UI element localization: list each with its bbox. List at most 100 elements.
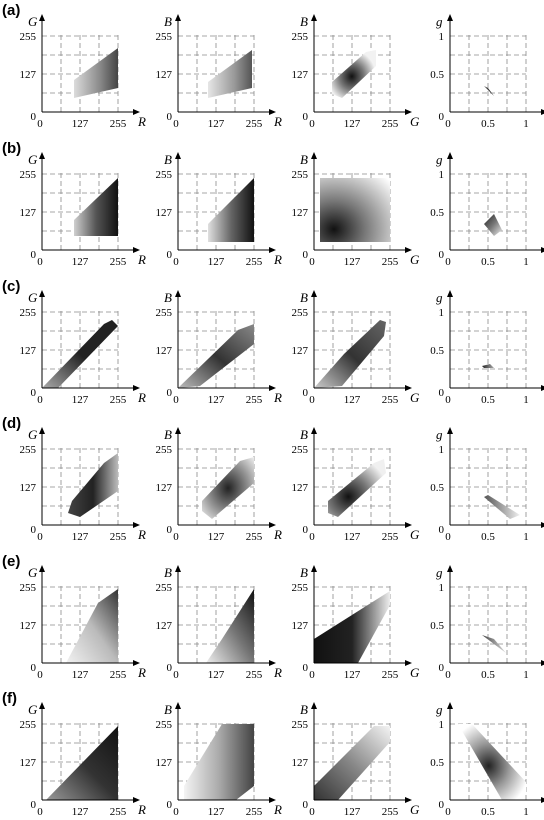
- x-arrow-icon: [133, 522, 140, 528]
- x-tick-label: 0: [37, 669, 43, 681]
- x-tick-label: 255: [246, 531, 263, 543]
- panel-4-2: 0 127 255 255 127 0 G B: [292, 565, 420, 681]
- row-label: (b): [2, 140, 21, 157]
- x-tick-label: 127: [208, 256, 225, 268]
- y-tick-label: 127: [156, 69, 173, 81]
- x-tick-label: 127: [72, 531, 89, 543]
- x-arrow-icon: [541, 247, 544, 253]
- x-tick-label: 0: [309, 256, 315, 268]
- y-tick-label: 0: [303, 799, 309, 811]
- x-axis-label: R: [273, 665, 282, 680]
- y-arrow-icon: [311, 152, 317, 159]
- shaded-region: [314, 726, 390, 800]
- y-tick-label: 0: [303, 111, 309, 123]
- shaded-region: [484, 86, 494, 96]
- panel-2-2: 0 127 255 255 127 0 G B: [292, 290, 420, 406]
- x-arrow-icon: [133, 109, 140, 115]
- y-tick-label: 127: [20, 69, 37, 81]
- y-tick-label: 0: [439, 249, 445, 261]
- x-tick-label: 127: [72, 806, 89, 818]
- y-tick-label: 0: [303, 387, 309, 399]
- x-tick-label: 0: [173, 531, 179, 543]
- y-tick-label: 1: [439, 444, 445, 456]
- y-arrow-icon: [311, 427, 317, 434]
- x-tick-label: 0: [309, 118, 315, 130]
- y-axis-label: g: [436, 702, 443, 717]
- y-axis-label: B: [164, 702, 172, 717]
- x-tick-label: 0: [173, 394, 179, 406]
- y-tick-label: 0.5: [430, 757, 444, 769]
- panel-0-1: 0 127 255 255 127 0 R B: [156, 14, 282, 130]
- x-arrow-icon: [405, 247, 412, 253]
- y-arrow-icon: [175, 702, 181, 709]
- x-tick-label: 1: [523, 394, 529, 406]
- shaded-region: [178, 324, 254, 388]
- x-tick-label: 0: [445, 531, 451, 543]
- x-tick-label: 255: [246, 118, 263, 130]
- y-tick-label: 0: [31, 249, 37, 261]
- x-tick-label: 0: [445, 118, 451, 130]
- x-tick-label: 255: [110, 256, 127, 268]
- y-axis-label: g: [436, 290, 443, 305]
- panel-2-0: 0 127 255 255 127 0 R G: [20, 290, 146, 406]
- x-tick-label: 0: [37, 531, 43, 543]
- y-axis-label: G: [28, 290, 38, 305]
- y-tick-label: 127: [20, 345, 37, 357]
- y-tick-label: 0: [167, 111, 173, 123]
- panel-5-1: 0 127 255 255 127 0 R B: [156, 702, 282, 818]
- y-tick-label: 127: [292, 207, 309, 219]
- y-tick-label: 255: [156, 169, 173, 181]
- y-arrow-icon: [311, 565, 317, 572]
- x-tick-label: 1: [523, 118, 529, 130]
- y-tick-label: 127: [20, 207, 37, 219]
- x-axis-label: G: [410, 527, 420, 542]
- y-axis-label: B: [300, 152, 308, 167]
- y-tick-label: 127: [292, 482, 309, 494]
- x-arrow-icon: [269, 660, 276, 666]
- x-tick-label: 0: [173, 118, 179, 130]
- x-tick-label: 255: [246, 394, 263, 406]
- x-tick-label: 255: [382, 531, 399, 543]
- x-tick-label: 127: [72, 669, 89, 681]
- x-tick-label: 127: [72, 118, 89, 130]
- panel-5-0: 0 127 255 255 127 0 R G: [20, 702, 146, 818]
- y-tick-label: 1: [439, 307, 445, 319]
- x-tick-label: 255: [382, 256, 399, 268]
- y-arrow-icon: [447, 14, 453, 21]
- y-tick-label: 127: [156, 207, 173, 219]
- y-axis-label: B: [300, 14, 308, 29]
- y-arrow-icon: [39, 565, 45, 572]
- y-tick-label: 0: [439, 799, 445, 811]
- panel-0-0: 0 127 255 255 127 0 R G: [20, 14, 146, 130]
- shaded-region: [46, 726, 118, 800]
- y-axis-label: G: [28, 702, 38, 717]
- x-tick-label: 255: [382, 118, 399, 130]
- panel-4-0: 0 127 255 255 127 0 R G: [20, 565, 146, 681]
- x-tick-label: 1: [523, 806, 529, 818]
- x-axis-label: R: [137, 390, 146, 405]
- panel-3-2: 0 127 255 255 127 0 G B: [292, 427, 420, 543]
- panel-4-1: 0 127 255 255 127 0 R B: [156, 565, 282, 681]
- y-tick-label: 0: [167, 524, 173, 536]
- shaded-region: [484, 214, 502, 236]
- y-tick-label: 255: [292, 307, 309, 319]
- y-tick-label: 0.5: [430, 482, 444, 494]
- y-tick-label: 0: [303, 662, 309, 674]
- y-tick-label: 127: [292, 69, 309, 81]
- y-tick-label: 0: [439, 387, 445, 399]
- y-axis-label: G: [28, 427, 38, 442]
- x-axis-label: R: [137, 802, 146, 817]
- x-tick-label: 0.5: [481, 669, 495, 681]
- shaded-region: [320, 178, 390, 242]
- panel-2-1: 0 127 255 255 127 0 R B: [156, 290, 282, 406]
- x-tick-label: 127: [208, 118, 225, 130]
- x-tick-label: 0: [37, 394, 43, 406]
- shaded-region: [314, 591, 390, 663]
- y-tick-label: 255: [156, 444, 173, 456]
- x-tick-label: 255: [246, 256, 263, 268]
- x-arrow-icon: [541, 109, 544, 115]
- y-tick-label: 0.5: [430, 69, 444, 81]
